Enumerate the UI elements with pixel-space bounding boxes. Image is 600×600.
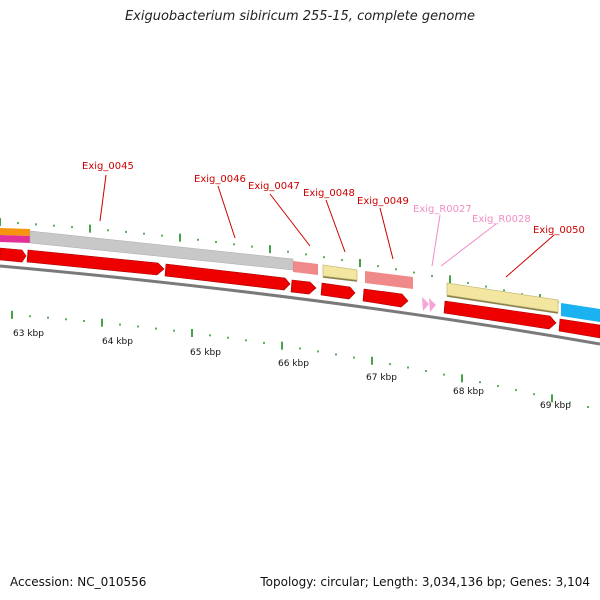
scale-tick-row: [11, 310, 589, 409]
cds-arrow-exig-0049[interactable]: [362, 288, 409, 308]
map-title: Exiguobacterium sibiricum 255-15, comple…: [124, 9, 476, 24]
scale-label-69-kbp: 69 kbp: [540, 401, 571, 411]
scale-label-65-kbp: 65 kbp: [190, 348, 221, 358]
gene-labels: Exig_0045 Exig_0046 Exig_0047 Exig_0048 …: [82, 161, 585, 236]
gene-label-exig-0046[interactable]: Exig_0046: [194, 174, 246, 185]
gene-label-exig-r0027[interactable]: Exig_R0027: [413, 204, 472, 215]
cds-arrow-exig-0045[interactable]: [26, 249, 165, 276]
cds-arrow-exig-0046[interactable]: [164, 263, 291, 291]
trna-arrow-exig-r0028[interactable]: [429, 298, 436, 312]
leader-line-exig-0045: [99, 174, 107, 222]
gene-label-exig-0047[interactable]: Exig_0047: [248, 181, 300, 192]
scale-label-68-kbp: 68 kbp: [453, 387, 484, 397]
cds-arrows: [0, 247, 600, 339]
feature-bar-shadow: [322, 276, 358, 282]
label-leaders: [99, 174, 555, 278]
gene-label-exig-0048[interactable]: Exig_0048: [303, 188, 355, 199]
leader-line-exig-0047: [269, 193, 311, 247]
leader-line-exig-r0028: [440, 223, 497, 267]
yellow-feature-bar-exig-0050[interactable]: [446, 282, 559, 313]
scale-label-64-kbp: 64 kbp: [102, 337, 133, 347]
gene-label-exig-r0028[interactable]: Exig_R0028: [472, 214, 531, 225]
cyan-feature-bar[interactable]: [561, 303, 600, 322]
feature-bars: [0, 228, 600, 322]
salmon-feature-bar-exig-0049[interactable]: [365, 271, 413, 289]
scale-labels: 63 kbp 64 kbp 65 kbp 66 kbp 67 kbp 68 kb…: [13, 329, 571, 411]
cds-arrow-exig-0047[interactable]: [290, 279, 317, 295]
gene-label-exig-0050[interactable]: Exig_0050: [533, 225, 585, 236]
accession-text: Accession: NC_010556: [10, 575, 147, 589]
yellow-feature-bar-exig-0048[interactable]: [322, 264, 358, 281]
leader-line-exig-0049: [379, 207, 394, 260]
gene-label-exig-0045[interactable]: Exig_0045: [82, 161, 134, 172]
leader-line-exig-0050: [505, 234, 555, 278]
scale-label-63-kbp: 63 kbp: [13, 329, 44, 339]
genome-backbone: [0, 264, 600, 346]
cds-arrow-exig-0050[interactable]: [443, 300, 557, 330]
leader-line-exig-r0027: [431, 214, 441, 267]
cds-arrow[interactable]: [558, 318, 600, 339]
orange-feature-bar[interactable]: [0, 228, 30, 236]
cds-arrow-exig-0048[interactable]: [320, 282, 356, 300]
salmon-feature-bar-exig-0047[interactable]: [293, 261, 318, 275]
genome-summary-text: Topology: circular; Length: 3,034,136 bp…: [260, 575, 590, 589]
magenta-feature-bar[interactable]: [0, 235, 30, 243]
feature-bar-shadow: [446, 295, 559, 314]
trna-arrow-exig-r0027[interactable]: [422, 297, 429, 311]
scale-label-66-kbp: 66 kbp: [278, 359, 309, 369]
outer-tick-row: [0, 218, 595, 312]
leader-line-exig-0048: [325, 199, 346, 253]
leader-line-exig-0046: [217, 185, 236, 239]
scale-label-67-kbp: 67 kbp: [366, 373, 397, 383]
cds-arrow[interactable]: [0, 247, 27, 263]
gene-label-exig-0049[interactable]: Exig_0049: [357, 196, 409, 207]
